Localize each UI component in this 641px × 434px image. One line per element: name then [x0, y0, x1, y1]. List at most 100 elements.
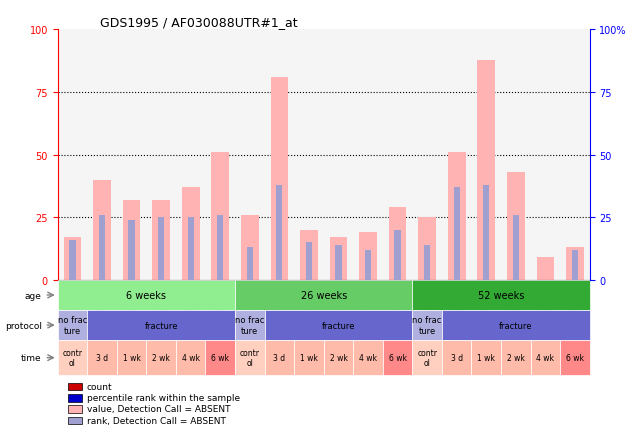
Bar [212, 153, 229, 280]
FancyBboxPatch shape [501, 340, 531, 375]
Bar [247, 248, 253, 280]
Text: 1 wk: 1 wk [300, 353, 318, 362]
Bar [69, 417, 81, 424]
Text: 1 wk: 1 wk [122, 353, 140, 362]
Text: 3 d: 3 d [96, 353, 108, 362]
Text: 6 wk: 6 wk [388, 353, 406, 362]
Text: 4 wk: 4 wk [359, 353, 377, 362]
Bar [63, 238, 81, 280]
Bar [122, 201, 140, 280]
FancyBboxPatch shape [472, 340, 501, 375]
Text: value, Detection Call = ABSENT: value, Detection Call = ABSENT [87, 404, 231, 413]
Bar [306, 243, 312, 280]
Bar [365, 250, 371, 280]
FancyBboxPatch shape [58, 340, 87, 375]
Text: 2 wk: 2 wk [152, 353, 170, 362]
Bar [69, 405, 81, 413]
Text: 4 wk: 4 wk [181, 353, 200, 362]
FancyBboxPatch shape [383, 340, 412, 375]
FancyBboxPatch shape [353, 340, 383, 375]
Bar [158, 218, 164, 280]
FancyBboxPatch shape [58, 310, 87, 340]
Text: 2 wk: 2 wk [329, 353, 347, 362]
Text: no frac
ture: no frac ture [412, 316, 442, 335]
FancyBboxPatch shape [235, 310, 265, 340]
Bar [271, 78, 288, 280]
FancyBboxPatch shape [265, 310, 412, 340]
Bar [454, 188, 460, 280]
FancyBboxPatch shape [531, 340, 560, 375]
FancyBboxPatch shape [442, 340, 472, 375]
Bar [419, 218, 436, 280]
Text: 3 d: 3 d [451, 353, 463, 362]
Bar [69, 240, 76, 280]
FancyBboxPatch shape [294, 340, 324, 375]
Bar [99, 215, 105, 280]
FancyBboxPatch shape [117, 340, 146, 375]
Bar [388, 208, 406, 280]
Text: 1 wk: 1 wk [478, 353, 495, 362]
Text: fracture: fracture [144, 321, 178, 330]
Text: 4 wk: 4 wk [537, 353, 554, 362]
Text: contr
ol: contr ol [240, 348, 260, 368]
FancyBboxPatch shape [412, 340, 442, 375]
FancyBboxPatch shape [265, 340, 294, 375]
Text: GDS1995 / AF030088UTR#1_at: GDS1995 / AF030088UTR#1_at [100, 16, 298, 29]
Bar [329, 238, 347, 280]
Bar [128, 220, 135, 280]
Bar [153, 201, 170, 280]
Bar [241, 215, 259, 280]
FancyBboxPatch shape [146, 340, 176, 375]
FancyBboxPatch shape [412, 280, 590, 310]
FancyBboxPatch shape [324, 340, 353, 375]
Bar [188, 218, 194, 280]
Text: 52 weeks: 52 weeks [478, 290, 524, 300]
FancyBboxPatch shape [235, 340, 265, 375]
Bar [182, 188, 199, 280]
Text: 6 wk: 6 wk [212, 353, 229, 362]
Text: contr
ol: contr ol [62, 348, 83, 368]
Bar [276, 185, 283, 280]
Bar [335, 245, 342, 280]
Bar [93, 181, 111, 280]
Text: time: time [21, 353, 42, 362]
FancyBboxPatch shape [442, 310, 590, 340]
FancyBboxPatch shape [560, 340, 590, 375]
Bar [394, 230, 401, 280]
Text: age: age [25, 291, 42, 300]
Text: fracture: fracture [499, 321, 533, 330]
FancyBboxPatch shape [87, 310, 235, 340]
Text: protocol: protocol [4, 321, 42, 330]
Text: count: count [87, 382, 113, 391]
Text: rank, Detection Call = ABSENT: rank, Detection Call = ABSENT [87, 416, 226, 425]
Text: no frac
ture: no frac ture [58, 316, 87, 335]
Bar [483, 185, 489, 280]
Bar [217, 215, 223, 280]
Bar [513, 215, 519, 280]
FancyBboxPatch shape [87, 340, 117, 375]
FancyBboxPatch shape [412, 310, 442, 340]
Bar [478, 60, 495, 280]
Bar [566, 248, 584, 280]
Bar [537, 258, 554, 280]
Text: 6 weeks: 6 weeks [126, 290, 167, 300]
Bar [507, 173, 525, 280]
Text: no frac
ture: no frac ture [235, 316, 265, 335]
Text: fracture: fracture [322, 321, 355, 330]
Bar [572, 250, 578, 280]
Bar [69, 395, 81, 402]
Bar [448, 153, 465, 280]
Bar [300, 230, 318, 280]
FancyBboxPatch shape [206, 340, 235, 375]
Text: percentile rank within the sample: percentile rank within the sample [87, 393, 240, 402]
FancyBboxPatch shape [176, 340, 206, 375]
Bar [69, 383, 81, 390]
Text: 6 wk: 6 wk [566, 353, 584, 362]
Text: contr
ol: contr ol [417, 348, 437, 368]
Text: 26 weeks: 26 weeks [301, 290, 347, 300]
FancyBboxPatch shape [235, 280, 412, 310]
Text: 2 wk: 2 wk [507, 353, 525, 362]
Text: 3 d: 3 d [273, 353, 285, 362]
Bar [359, 233, 377, 280]
FancyBboxPatch shape [58, 280, 235, 310]
